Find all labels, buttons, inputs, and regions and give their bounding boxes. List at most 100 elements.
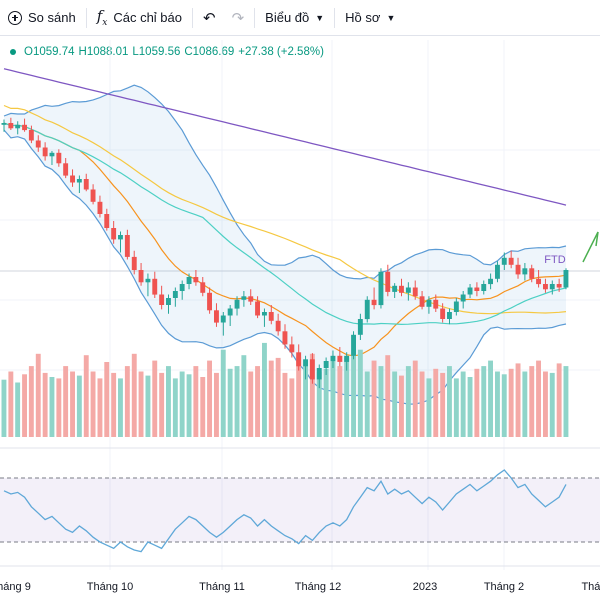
candle <box>481 284 487 291</box>
candle <box>344 355 350 362</box>
candle <box>76 179 82 183</box>
volume-bar <box>426 378 432 437</box>
volume-bar <box>392 371 398 437</box>
undo-icon: ↶ <box>203 9 216 27</box>
candle <box>56 152 62 164</box>
candle <box>248 296 254 302</box>
candle <box>241 296 247 300</box>
volume-bar <box>145 375 151 437</box>
candle <box>351 334 356 356</box>
candle <box>152 278 158 295</box>
candle <box>282 331 288 345</box>
volume-bar <box>138 371 144 437</box>
chart-menu-label: Biểu đồ <box>265 10 310 25</box>
candle <box>28 130 34 141</box>
compare-button[interactable]: So sánh <box>0 0 84 36</box>
candle <box>262 312 267 316</box>
chevron-down-icon: ▼ <box>315 12 325 23</box>
chart-menu-button[interactable]: Biểu đồ ▼ <box>257 0 332 36</box>
volume-bar <box>447 366 452 437</box>
toolbar-divider <box>85 7 87 28</box>
volume-bar <box>433 368 439 437</box>
indicators-label: Các chỉ báo <box>113 10 182 25</box>
profile-menu-label: Hồ sơ <box>345 10 381 25</box>
candle <box>433 299 439 309</box>
candle <box>426 299 432 307</box>
volume-bar <box>481 366 487 437</box>
volume-bar <box>262 342 267 437</box>
candle <box>111 228 117 240</box>
volume-bar <box>543 371 548 437</box>
volume-bar <box>234 366 240 437</box>
fx-icon: fx <box>96 7 108 28</box>
volume-bar <box>118 378 123 437</box>
profile-menu-button[interactable]: Hồ sơ ▼ <box>337 0 403 36</box>
toolbar-divider <box>334 7 336 28</box>
volume-bar <box>49 377 55 437</box>
volume-bar <box>296 356 302 437</box>
candle <box>193 277 199 283</box>
candle <box>303 359 308 367</box>
indicators-button[interactable]: fx Các chỉ báo <box>89 0 190 36</box>
candle <box>166 298 171 305</box>
volume-bar <box>474 368 480 437</box>
candle <box>104 214 110 228</box>
redo-button[interactable]: ↷ <box>224 0 253 36</box>
undo-button[interactable]: ↶ <box>195 0 224 36</box>
volume-bar <box>337 366 343 437</box>
volume-bar <box>412 360 418 437</box>
candle <box>543 284 548 290</box>
candle <box>179 284 185 291</box>
candle <box>296 352 302 367</box>
volume-bar <box>330 360 336 437</box>
volume-bar <box>193 366 199 437</box>
candle <box>405 287 411 293</box>
candle <box>22 124 27 131</box>
candle <box>42 147 48 157</box>
volume-bar <box>200 377 206 437</box>
volume-bar <box>316 371 322 437</box>
volume-bar <box>159 372 165 437</box>
candle <box>207 292 212 311</box>
candle <box>35 140 41 148</box>
ma-mid-line <box>3 104 567 315</box>
toolbar: So sánh fx Các chỉ báo ↶ ↷ Biểu đồ ▼ Hồ … <box>0 0 600 36</box>
candle <box>83 179 89 190</box>
bollinger-upper-line <box>3 84 567 280</box>
candle <box>392 285 398 292</box>
volume-bar <box>70 371 75 437</box>
candle <box>97 201 103 214</box>
volume-bar <box>42 372 48 437</box>
candle <box>309 359 315 380</box>
ohlc-legend: O1059.74 H1088.01 L1059.56 C1086.69 +27.… <box>10 46 324 58</box>
trend-arrow-line <box>582 231 599 263</box>
candle <box>556 284 562 288</box>
x-tick-label: Tháng 12 <box>295 581 341 593</box>
x-tick-label: Tháng 11 <box>199 581 245 593</box>
volume-bar <box>152 360 158 437</box>
bollinger-band-fill <box>4 85 566 405</box>
rsi-band <box>0 478 600 542</box>
candle <box>234 299 240 309</box>
ohlc-close: C1086.69 <box>184 46 235 58</box>
candle <box>515 264 521 275</box>
volume-bar <box>1 379 7 437</box>
volume-bar <box>344 357 350 437</box>
candle <box>90 189 96 202</box>
volume-bar <box>63 366 69 437</box>
candle <box>124 235 130 257</box>
candle <box>474 287 480 291</box>
candle <box>330 355 336 362</box>
volume-bar <box>351 355 356 437</box>
x-tick-label: háng 9 <box>0 581 31 593</box>
volume-bar <box>131 353 137 437</box>
ohlc-low: L1059.56 <box>132 46 181 58</box>
volume-bar <box>214 372 219 437</box>
volume-bar <box>22 374 27 437</box>
volume-bar <box>275 357 281 437</box>
trend-arrow-line <box>595 231 599 247</box>
candle <box>15 124 21 129</box>
candle <box>145 278 151 283</box>
volume-bar <box>90 371 96 437</box>
